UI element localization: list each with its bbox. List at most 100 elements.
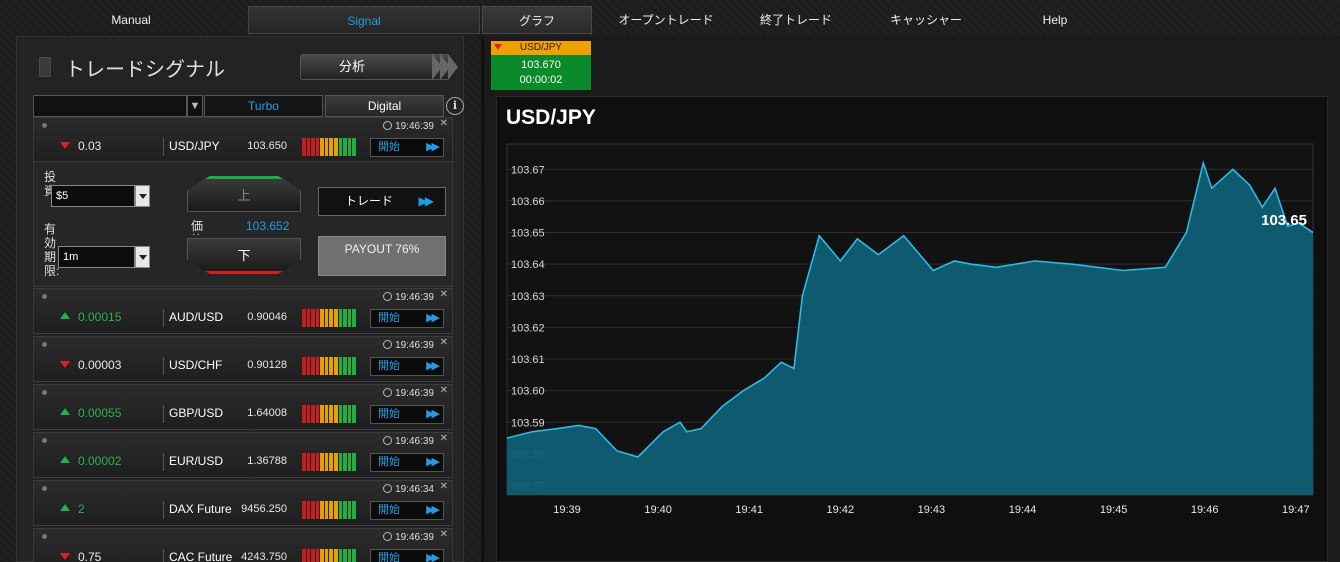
tab-cashier[interactable]: キャッシャー bbox=[889, 13, 962, 27]
clock-icon bbox=[383, 340, 393, 349]
meter-bar bbox=[306, 309, 311, 327]
strength-meter bbox=[302, 309, 356, 327]
start-button[interactable]: 開始 ▶▶ bbox=[370, 138, 444, 157]
signal-row[interactable]: 19:46:39 ✕ 0.00015 AUD/USD 0.90046 開始 ▶▶ bbox=[33, 288, 453, 334]
analyze-button[interactable]: 分析 bbox=[300, 54, 450, 80]
close-icon[interactable]: ✕ bbox=[439, 529, 448, 540]
info-icon[interactable]: i bbox=[446, 97, 464, 115]
meter-bar bbox=[329, 501, 334, 519]
tab-open-trade[interactable]: オープントレード bbox=[618, 13, 714, 27]
current-price-label: 103.65 bbox=[1261, 212, 1307, 229]
meter-bar bbox=[347, 453, 352, 471]
close-icon[interactable]: ✕ bbox=[439, 481, 448, 492]
asset-filter-select[interactable] bbox=[33, 95, 187, 117]
signal-row[interactable]: 19:46:39 ✕ 0.00003 USD/CHF 0.90128 開始 ▶▶ bbox=[33, 336, 453, 382]
signal-time: 19:46:39 bbox=[383, 340, 434, 351]
signal-row[interactable]: 19:46:39 ✕ 0.00055 GBP/USD 1.64008 開始 ▶▶ bbox=[33, 384, 453, 430]
meter-bar bbox=[329, 357, 334, 375]
start-button[interactable]: 開始 ▶▶ bbox=[370, 357, 444, 376]
tab-closed-trade[interactable]: 終了トレード bbox=[759, 13, 832, 27]
chart-title: USD/JPY bbox=[506, 106, 596, 129]
meter-bar bbox=[334, 357, 338, 375]
meter-bar bbox=[302, 357, 306, 375]
x-tick-label: 19:39 bbox=[553, 504, 581, 516]
signal-price: 0.90128 bbox=[247, 359, 287, 371]
invest-input[interactable] bbox=[51, 185, 135, 207]
signal-time-value: 19:46:39 bbox=[395, 532, 434, 543]
meter-bar bbox=[347, 405, 352, 423]
status-dot bbox=[42, 294, 47, 299]
meter-bar bbox=[306, 357, 311, 375]
signal-pair: DAX Future bbox=[169, 502, 232, 516]
price-chart[interactable]: USD/JPY 103.57103.58103.59103.60103.6110… bbox=[496, 96, 1328, 562]
y-tick-label: 103.65 bbox=[511, 228, 545, 240]
meter-bar bbox=[311, 501, 315, 519]
meter-bar bbox=[343, 309, 347, 327]
signal-change: 0.03 bbox=[78, 139, 102, 153]
start-button[interactable]: 開始 ▶▶ bbox=[370, 309, 444, 328]
double-arrow-icon: ▶▶ bbox=[426, 408, 440, 420]
meter-bar bbox=[338, 453, 343, 471]
signal-pair: USD/JPY bbox=[169, 139, 220, 153]
signal-row[interactable]: 19:46:39 ✕ 0.03 USD/JPY 103.650 開始 ▶▶ bbox=[33, 117, 453, 163]
signal-pair: EUR/USD bbox=[169, 454, 224, 468]
clock-icon bbox=[383, 436, 393, 445]
divider bbox=[163, 501, 164, 519]
signal-price: 1.36788 bbox=[247, 455, 287, 467]
meter-bar bbox=[306, 549, 311, 562]
signal-change: 0.00015 bbox=[78, 310, 122, 324]
price-label: 価格 bbox=[191, 219, 204, 235]
meter-bar bbox=[315, 501, 320, 519]
x-tick-label: 19:42 bbox=[827, 504, 855, 516]
signal-time-value: 19:46:39 bbox=[395, 436, 434, 447]
start-label: 開始 bbox=[378, 504, 400, 516]
signal-price: 4243.750 bbox=[241, 551, 287, 562]
put-button[interactable]: 下 bbox=[187, 238, 301, 274]
meter-bar bbox=[329, 405, 334, 423]
tab-manual[interactable]: Manual bbox=[111, 13, 151, 27]
expiry-input[interactable] bbox=[58, 246, 135, 268]
y-tick-label: 103.63 bbox=[511, 291, 545, 303]
meter-bar bbox=[334, 501, 338, 519]
signal-row[interactable]: 19:46:39 ✕ 0.00002 EUR/USD 1.36788 開始 ▶▶ bbox=[33, 432, 453, 478]
close-icon[interactable]: ✕ bbox=[439, 289, 448, 300]
start-button[interactable]: 開始 ▶▶ bbox=[370, 549, 444, 562]
chevron-down-icon[interactable]: ▼ bbox=[187, 95, 203, 117]
close-icon[interactable]: ✕ bbox=[439, 433, 448, 444]
filter-digital[interactable]: Digital bbox=[325, 95, 444, 117]
start-button[interactable]: 開始 ▶▶ bbox=[370, 405, 444, 424]
close-icon[interactable]: ✕ bbox=[439, 385, 448, 396]
x-tick-label: 19:47 bbox=[1282, 504, 1310, 516]
tab-graph[interactable]: グラフ bbox=[482, 6, 592, 34]
close-icon[interactable]: ✕ bbox=[439, 337, 448, 348]
meter-bar bbox=[329, 138, 334, 156]
filter-turbo[interactable]: Turbo bbox=[204, 95, 323, 117]
meter-bar bbox=[334, 453, 338, 471]
up-arrow-icon bbox=[60, 504, 70, 511]
meter-bar bbox=[311, 309, 315, 327]
chevron-down-icon[interactable] bbox=[135, 185, 150, 207]
price-ticker[interactable]: USD/JPY 103.670 00:00:02 bbox=[491, 41, 591, 90]
strength-meter bbox=[302, 549, 356, 562]
double-arrow-icon: ▶▶ bbox=[426, 312, 440, 324]
tab-signal[interactable]: Signal bbox=[248, 6, 480, 34]
double-arrow-icon: ▶▶ bbox=[426, 504, 440, 516]
tab-help[interactable]: Help bbox=[1042, 13, 1068, 27]
trade-button[interactable]: トレード ▶▶ bbox=[318, 187, 446, 216]
signal-time-value: 19:46:39 bbox=[395, 388, 434, 399]
chevron-down-icon[interactable] bbox=[135, 246, 150, 268]
start-button[interactable]: 開始 ▶▶ bbox=[370, 453, 444, 472]
meter-bar bbox=[347, 309, 352, 327]
price-line bbox=[506, 160, 1314, 458]
strength-meter bbox=[302, 357, 356, 375]
meter-bar bbox=[302, 501, 306, 519]
signal-row[interactable]: 19:46:34 ✕ 2 DAX Future 9456.250 開始 ▶▶ bbox=[33, 480, 453, 526]
start-button[interactable]: 開始 ▶▶ bbox=[370, 501, 444, 520]
meter-bar bbox=[302, 138, 306, 156]
signal-row[interactable]: 19:46:39 ✕ 0.75 CAC Future 4243.750 開始 ▶▶ bbox=[33, 528, 453, 562]
status-dot bbox=[42, 390, 47, 395]
call-button[interactable]: 上 bbox=[187, 176, 301, 212]
meter-bar bbox=[343, 405, 347, 423]
status-dot bbox=[42, 534, 47, 539]
close-icon[interactable]: ✕ bbox=[439, 118, 448, 129]
